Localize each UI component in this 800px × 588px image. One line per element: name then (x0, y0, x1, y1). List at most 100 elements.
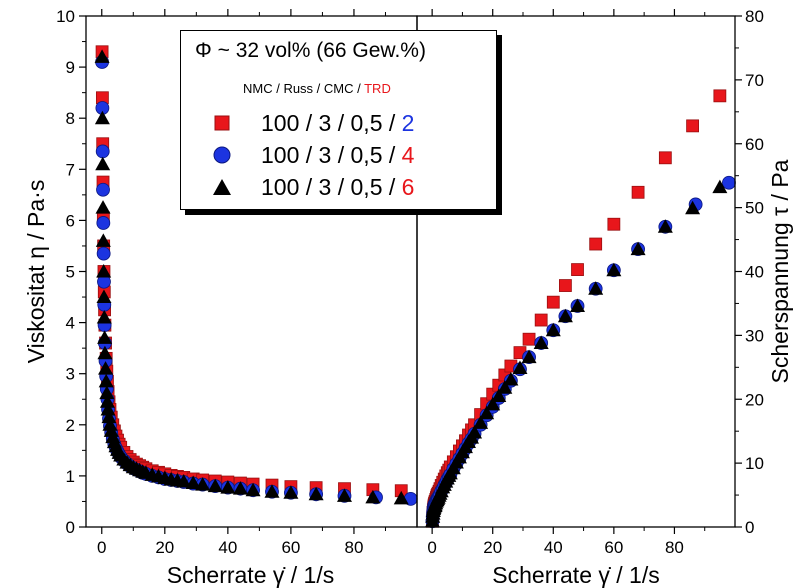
y-tick-label: 50 (745, 199, 764, 218)
y-axis-label-right: Scherspannung τ / Pa (767, 159, 793, 383)
legend-subtitle-components: NMC / Russ / CMC / (243, 81, 365, 96)
data-point-circle (95, 144, 110, 159)
data-point-triangle (100, 401, 116, 416)
y-axis-label: Viskositat η / Pa·s (23, 180, 49, 364)
data-point-square (522, 332, 536, 346)
legend-subtitle: NMC / Russ / CMC / TRD (243, 81, 391, 96)
data-point-triangle (95, 156, 111, 171)
data-point-triangle (94, 110, 110, 125)
x-tick-label: 40 (218, 538, 237, 557)
data-point-triangle (467, 424, 483, 439)
y-tick-label: 10 (56, 7, 75, 26)
data-point-triangle (176, 474, 192, 488)
y-tick-label: 9 (66, 58, 75, 77)
data-point-triangle (588, 281, 604, 295)
x-tick-label: 0 (427, 538, 436, 557)
triangle-marker-icon (211, 176, 233, 198)
x-tick-label: 20 (483, 538, 502, 557)
x-tick-label: 20 (155, 538, 174, 557)
legend-row-6-suffix: 6 (401, 173, 415, 200)
data-point-triangle (98, 361, 114, 375)
data-point-triangle (94, 49, 110, 63)
y-tick-label: 60 (745, 135, 764, 154)
x-tick-label: 60 (281, 538, 300, 557)
data-point-square (713, 89, 727, 103)
data-point-square (534, 313, 548, 327)
y-tick-label: 7 (66, 160, 75, 179)
data-point-triangle (533, 335, 549, 350)
data-point-circle (96, 182, 110, 197)
data-point-triangle (96, 309, 112, 324)
y-tick-label: 6 (66, 211, 75, 230)
data-point-triangle (473, 415, 489, 429)
legend-row-2-label: 100 / 3 / 0,5 / (261, 109, 402, 136)
x-tick-label: 0 (97, 538, 106, 557)
data-point-triangle (220, 480, 236, 494)
data-point-triangle (98, 373, 114, 388)
data-point-triangle (657, 219, 673, 233)
data-point-triangle (336, 488, 352, 502)
y-tick-label: 1 (66, 467, 75, 486)
data-point-triangle (503, 371, 519, 386)
series-3 (94, 49, 409, 505)
y-tick-label: 20 (745, 390, 764, 409)
data-point-triangle (308, 486, 324, 501)
y-tick-label: 0 (66, 518, 75, 537)
legend-row-2-suffix: 2 (401, 109, 415, 136)
x-tick-label: 80 (665, 538, 684, 557)
legend-row-2: 100 / 3 / 0,5 / 2 (211, 109, 414, 137)
data-point-triangle (99, 385, 115, 400)
data-point-triangle (545, 322, 561, 337)
y-tick-label: 10 (745, 454, 764, 473)
data-point-triangle (497, 380, 513, 394)
y-tick-label: 4 (66, 314, 75, 333)
x-axis-label: Scherrate γ̇ / 1/s (492, 562, 659, 588)
data-point-triangle (393, 490, 409, 505)
data-point-triangle (365, 489, 381, 504)
data-point-triangle (97, 345, 113, 360)
data-point-triangle (101, 409, 117, 424)
data-point-triangle (630, 241, 646, 256)
data-point-triangle (97, 330, 113, 344)
data-point-triangle (95, 200, 111, 214)
legend-row-6: 100 / 3 / 0,5 / 6 (211, 173, 414, 201)
data-point-circle (722, 175, 736, 190)
data-point-circle (96, 246, 111, 261)
data-point-triangle (685, 200, 701, 215)
data-point-circle (96, 216, 111, 230)
data-point-triangle (521, 349, 537, 364)
data-point-triangle (570, 298, 586, 312)
viscosity-panel: 0 20 40 60 80 0 1 2 3 4 5 6 7 8 9 10 Scherrate γ̇ / 1/s V… (23, 7, 418, 588)
data-point-square (589, 237, 603, 251)
series-2 (425, 175, 736, 529)
y-tick-label: 70 (745, 71, 764, 90)
data-point-triangle (264, 484, 280, 498)
data-point-square (546, 295, 560, 309)
data-point-triangle (512, 360, 528, 374)
data-point-square (658, 151, 672, 165)
y-tick-label: 2 (66, 416, 75, 435)
y-tick-label: 3 (66, 365, 75, 384)
legend-row-4: 100 / 3 / 0,5 / 4 (211, 141, 414, 169)
circle-marker-icon (211, 144, 233, 166)
legend: Φ ~ 32 vol% (66 Gew.%) NMC / Russ / CMC … (180, 30, 497, 210)
data-point-square (631, 185, 645, 199)
y-tick-label: 8 (66, 109, 75, 128)
square-marker-icon (211, 112, 233, 134)
data-point-triangle (712, 179, 728, 194)
data-point-triangle (96, 289, 112, 304)
y-tick-label: 40 (745, 263, 764, 282)
x-tick-label: 40 (544, 538, 563, 557)
data-point-square (571, 263, 584, 276)
data-point-triangle (96, 264, 112, 278)
data-point-triangle (283, 485, 299, 499)
data-point-square (686, 119, 699, 133)
legend-row-6-label: 100 / 3 / 0,5 / (261, 173, 402, 200)
legend-subtitle-trd: TRD (364, 81, 391, 96)
data-point-triangle (557, 308, 573, 323)
data-point-triangle (479, 405, 495, 420)
y-tick-label: 80 (745, 7, 764, 26)
y-tick-label: 0 (745, 518, 754, 537)
data-point-triangle (245, 482, 261, 497)
